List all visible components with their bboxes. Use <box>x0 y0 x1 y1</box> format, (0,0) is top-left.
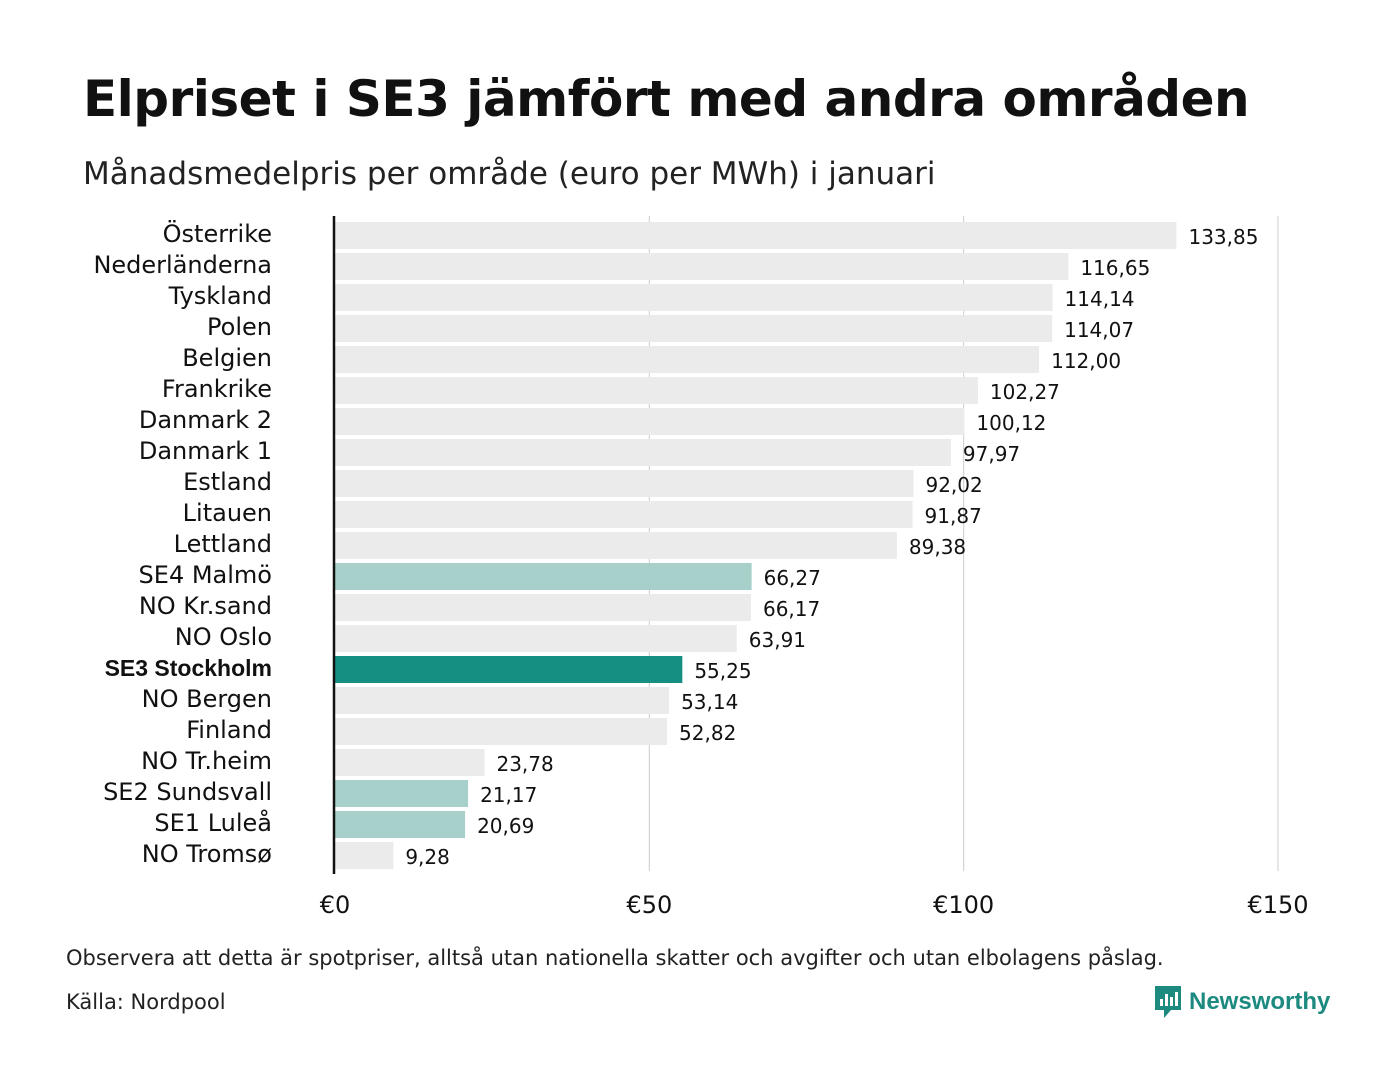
category-label: Finland <box>186 716 272 744</box>
category-label: NO Oslo <box>175 623 272 651</box>
bar <box>335 780 469 807</box>
category-label: Polen <box>207 313 272 341</box>
category-label: Litauen <box>183 499 272 527</box>
bar <box>335 346 1040 373</box>
bar <box>335 377 978 404</box>
bar <box>335 594 751 621</box>
category-label: SE4 Malmö <box>139 561 272 589</box>
bar <box>335 563 752 590</box>
x-tick-label: €50 <box>626 891 672 919</box>
bar <box>335 625 737 652</box>
bar <box>335 315 1053 342</box>
source-note: Källa: Nordpool <box>66 990 226 1014</box>
category-label: Estland <box>183 468 272 496</box>
newsworthy-logo-icon <box>1155 986 1181 1018</box>
category-label: Danmark 1 <box>139 437 272 465</box>
value-label: 116,65 <box>1080 256 1150 280</box>
value-label: 133,85 <box>1188 225 1258 249</box>
chart-subtitle: Månadsmedelpris per område (euro per MWh… <box>83 156 936 192</box>
value-label: 89,38 <box>909 535 966 559</box>
value-label: 53,14 <box>681 690 738 714</box>
category-label: SE1 Luleå <box>154 808 272 837</box>
category-label: NO Bergen <box>142 685 272 713</box>
bar <box>335 842 394 869</box>
value-label: 23,78 <box>496 752 553 776</box>
bar <box>335 656 683 683</box>
value-label: 66,27 <box>764 566 821 590</box>
bar <box>335 470 914 497</box>
value-label: 55,25 <box>694 659 751 683</box>
bar-chart: Österrike 133,85 Nederländerna 116,65 Tyskla… <box>93 216 1309 919</box>
chart-title: Elpriset i SE3 jämfört med andra områden <box>83 70 1250 128</box>
footnote: Observera att detta är spotpriser, allts… <box>66 946 1164 970</box>
bar <box>335 749 485 776</box>
category-label: SE3 Stockholm <box>105 655 272 681</box>
value-label: 112,00 <box>1051 349 1121 373</box>
bar <box>335 501 913 528</box>
category-label: Frankrike <box>162 375 272 403</box>
value-label: 52,82 <box>679 721 736 745</box>
bar <box>335 811 466 838</box>
x-tick-label: €150 <box>1247 891 1308 919</box>
value-label: 114,14 <box>1065 287 1135 311</box>
bar <box>335 408 965 435</box>
value-label: 92,02 <box>925 473 982 497</box>
category-label: Lettland <box>174 530 272 558</box>
bar <box>335 532 897 559</box>
bar <box>335 718 668 745</box>
value-label: 97,97 <box>963 442 1020 466</box>
category-label: Tyskland <box>168 282 272 310</box>
value-label: 20,69 <box>477 814 534 838</box>
value-label: 66,17 <box>763 597 820 621</box>
value-label: 100,12 <box>976 411 1046 435</box>
category-label: Nederländerna <box>93 251 272 279</box>
value-label: 102,27 <box>990 380 1060 404</box>
bar <box>335 439 951 466</box>
category-label: NO Kr.sand <box>139 592 272 620</box>
bar <box>335 687 670 714</box>
category-label: NO Tr.heim <box>141 747 272 775</box>
category-label: Belgien <box>182 344 272 372</box>
value-label: 21,17 <box>480 783 537 807</box>
category-label: Danmark 2 <box>139 406 272 434</box>
x-tick-label: €0 <box>320 891 351 919</box>
category-label: NO Tromsø <box>142 840 272 868</box>
value-label: 9,28 <box>405 845 450 869</box>
value-label: 63,91 <box>749 628 806 652</box>
brand-name: Newsworthy <box>1189 988 1331 1015</box>
value-label: 91,87 <box>925 504 982 528</box>
bar <box>335 253 1069 280</box>
category-label: Österrike <box>163 219 272 248</box>
bar <box>335 222 1177 249</box>
bar <box>335 284 1053 311</box>
value-label: 114,07 <box>1064 318 1134 342</box>
x-tick-label: €100 <box>933 891 994 919</box>
category-label: SE2 Sundsvall <box>103 778 272 806</box>
brand-logo: Newsworthy <box>1153 984 1330 1020</box>
